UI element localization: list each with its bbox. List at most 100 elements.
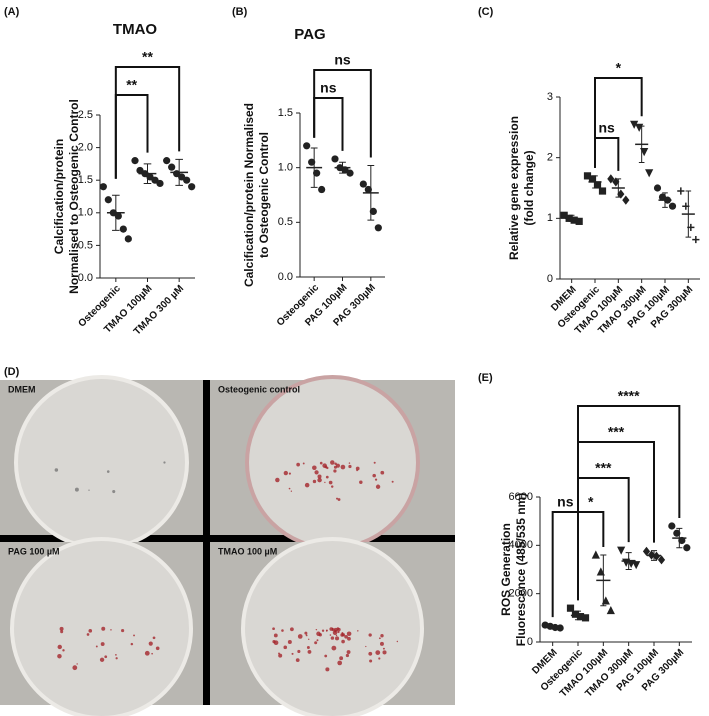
- stain: [337, 627, 341, 632]
- stain: [330, 636, 335, 640]
- stain: [379, 641, 384, 646]
- stain: [59, 626, 64, 631]
- data-point: [308, 158, 316, 166]
- stain: [335, 463, 341, 468]
- data-point: [673, 529, 681, 537]
- significance-label: ns: [320, 80, 337, 96]
- significance-label: *: [616, 60, 622, 76]
- data-point: [560, 211, 568, 219]
- panel-label: (D): [4, 366, 20, 378]
- y-tick-label: 0: [547, 273, 553, 285]
- significance-label: ns: [557, 494, 574, 510]
- data-point: [346, 169, 354, 177]
- stain: [295, 658, 300, 663]
- stain: [144, 650, 150, 656]
- stain: [380, 470, 385, 475]
- stain: [341, 631, 344, 634]
- data-point: [642, 546, 651, 556]
- data-point: [571, 610, 580, 618]
- stain: [130, 642, 134, 646]
- error-bar: [638, 125, 645, 164]
- significance-bracket: [313, 69, 372, 158]
- well-label: DMEM: [8, 384, 36, 394]
- well: [241, 537, 424, 716]
- stain: [152, 636, 156, 640]
- stain: [322, 463, 327, 468]
- stain: [308, 638, 310, 641]
- data-point: [612, 177, 620, 187]
- stain: [336, 497, 339, 500]
- stain: [100, 642, 105, 647]
- stain: [288, 487, 291, 490]
- data-point: [131, 157, 139, 165]
- y-tick-label: 0.0: [78, 272, 93, 284]
- significance-label: ****: [618, 388, 640, 404]
- stain: [396, 640, 399, 643]
- stain: [86, 633, 90, 636]
- stain: [314, 641, 318, 645]
- panel-label: (A): [4, 6, 20, 18]
- stain: [297, 649, 301, 654]
- data-point: [657, 555, 666, 565]
- data-point: [556, 624, 564, 632]
- y-axis-label: Calcification/protein Normalised: [242, 103, 256, 287]
- panel-label: (E): [478, 372, 493, 384]
- stain: [356, 469, 358, 472]
- stain: [321, 629, 325, 632]
- data-point: [566, 604, 575, 612]
- stain: [115, 653, 117, 656]
- y-axis-label: Calcification/protein: [52, 139, 66, 254]
- error-bar: [367, 164, 375, 221]
- data-point: [364, 185, 372, 194]
- stain: [110, 629, 112, 631]
- data-point: [114, 212, 122, 220]
- significance-label: *: [588, 494, 594, 510]
- stain: [330, 460, 335, 465]
- significance-label: ns: [334, 52, 351, 68]
- y-axis-label: Relative gene expression: [507, 116, 521, 260]
- stain: [57, 653, 62, 659]
- y-axis-label: Normalised to Osteogenic Control: [67, 99, 81, 294]
- error-bar: [650, 550, 658, 561]
- stain: [95, 645, 98, 648]
- y-tick-label: 3: [547, 91, 553, 103]
- stain: [148, 641, 153, 646]
- y-tick-label: 0.5: [78, 239, 93, 251]
- error-bar: [625, 552, 632, 570]
- stain: [290, 490, 293, 492]
- stain: [341, 639, 345, 644]
- stain: [281, 629, 284, 632]
- y-tick-label: 2: [547, 152, 553, 164]
- stain: [133, 634, 135, 637]
- error-bar: [568, 214, 575, 222]
- stain: [88, 489, 90, 491]
- data-point: [583, 172, 592, 180]
- data-point: [369, 207, 377, 215]
- stain: [151, 652, 153, 655]
- stain: [368, 633, 372, 637]
- significance-bracket: [313, 97, 344, 151]
- error-bar: [600, 554, 607, 607]
- data-point: [588, 175, 597, 183]
- stain: [337, 660, 343, 666]
- significance-bracket: [577, 511, 605, 601]
- stain: [380, 634, 384, 638]
- y-tick-label: 2000: [509, 588, 533, 600]
- stain: [378, 637, 381, 640]
- data-point: [188, 183, 196, 191]
- stain: [329, 634, 332, 636]
- significance-label: ***: [595, 460, 612, 476]
- data-point: [607, 174, 615, 184]
- well-label: PAG 100 µM: [8, 546, 60, 556]
- stain: [382, 647, 385, 650]
- y-axis-label: to Osteogenic Control: [257, 132, 271, 258]
- stain: [325, 475, 329, 479]
- data-point: [575, 217, 583, 225]
- stain: [76, 663, 78, 665]
- y-tick-label: 1: [547, 212, 553, 224]
- data-point: [331, 155, 339, 163]
- chart-title: PAG: [294, 26, 325, 43]
- significance-bracket: [551, 511, 579, 618]
- stain: [331, 628, 335, 632]
- data-point: [692, 235, 700, 244]
